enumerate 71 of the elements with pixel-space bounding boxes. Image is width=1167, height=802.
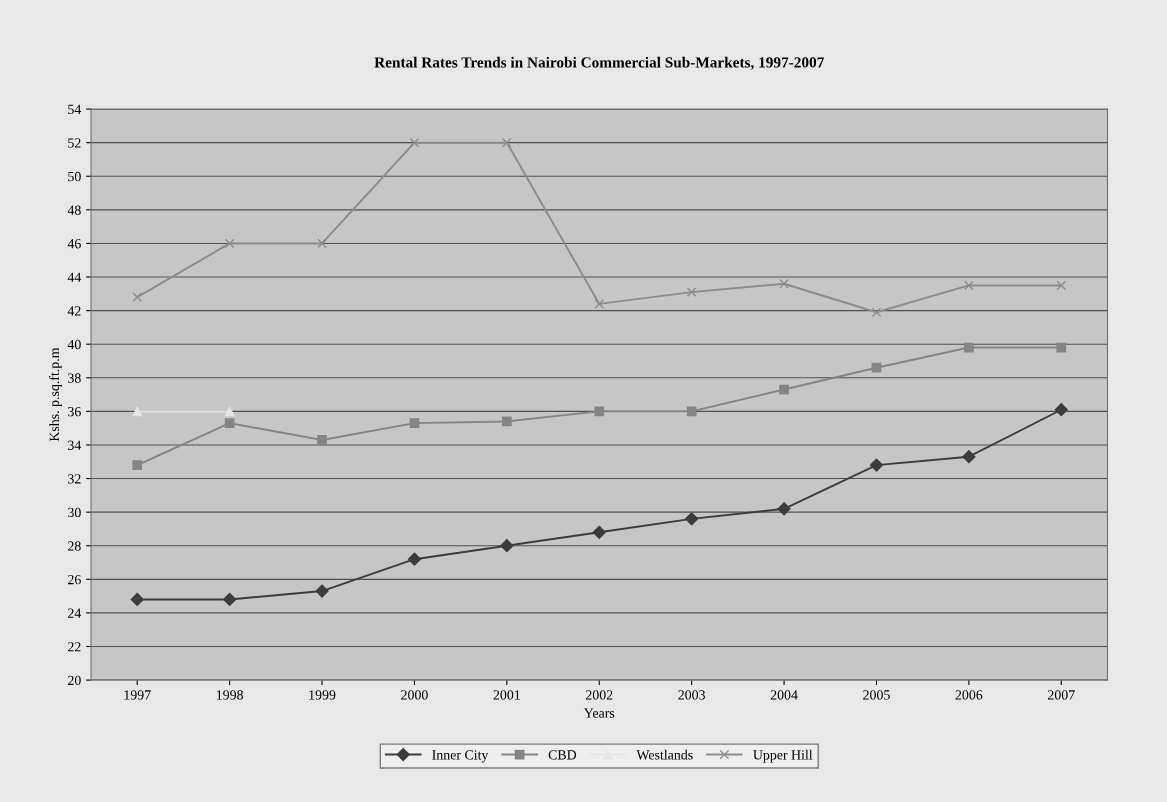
point [685,512,699,526]
y-axis-title: Kshs. p.sq.ft.p.m [49,347,62,442]
x-tick-label: 2006 [955,690,983,700]
point [132,292,143,303]
y-tick-label: 26 [68,574,81,585]
point [869,458,884,472]
point [964,342,974,353]
point [1056,342,1067,353]
legend-label: Upper Hill [753,749,813,763]
y-tick-label: 46 [67,239,81,249]
point [594,299,605,309]
point [686,287,697,297]
y-tick-label: 50 [68,171,81,182]
y-tick-label: 52 [68,138,81,148]
point [317,238,327,249]
point [779,384,789,395]
point [132,406,143,417]
point [501,137,512,148]
y-tick-label: 30 [68,507,81,518]
point [962,450,976,464]
point [501,416,512,427]
point [223,592,237,607]
y-tick-label: 42 [67,306,81,316]
x-tick-label: 2001 [493,690,520,700]
point [409,418,420,428]
point [224,238,235,249]
point [132,460,143,470]
x-axis-title: Years [583,708,615,718]
point [594,406,605,417]
x-tick-label: 2003 [678,690,706,700]
x-tick-label: 1997 [124,690,151,700]
point [317,435,327,445]
x-tick-label: 1998 [216,690,243,700]
point [224,406,235,417]
point [224,418,235,428]
x-tick-label: 1999 [309,690,336,700]
y-tick-label: 38 [68,373,81,383]
point [779,278,789,289]
x-tick-label: 2007 [1048,690,1075,700]
point [686,406,697,417]
point [130,592,144,607]
y-tick-label: 20 [68,675,81,686]
chart-title: Rental Rates Trends in Nairobi Commercial Sub-Markets, 1997-2007 [374,56,824,70]
y-tick-label: 54 [68,104,82,115]
point [1056,280,1067,291]
point [500,539,514,553]
y-tick-label: 40 [67,339,81,350]
x-tick-label: 2005 [863,690,890,700]
y-tick-label: 34 [68,440,82,450]
y-tick-label: 22 [68,642,81,652]
y-tick-label: 48 [67,205,81,215]
x-tick-label: 2000 [401,690,428,700]
point [964,280,974,291]
y-tick-label: 32 [68,474,81,484]
point [777,502,791,516]
y-tick-label: 36 [68,407,81,417]
point [592,525,606,539]
point [407,552,422,566]
x-tick-label: 2004 [770,690,798,700]
y-tick-label: 44 [67,272,82,282]
point [409,137,420,148]
legend-label: CBD [548,750,577,760]
y-tick-label: 28 [68,541,81,551]
x-tick-label: 2002 [585,690,613,700]
legend-label: Westlands [636,749,693,760]
point [871,307,882,318]
y-tick-label: 24 [68,608,82,618]
legend-label: Inner City [432,750,489,763]
point [315,584,329,598]
point [871,362,882,373]
point [1054,403,1068,417]
